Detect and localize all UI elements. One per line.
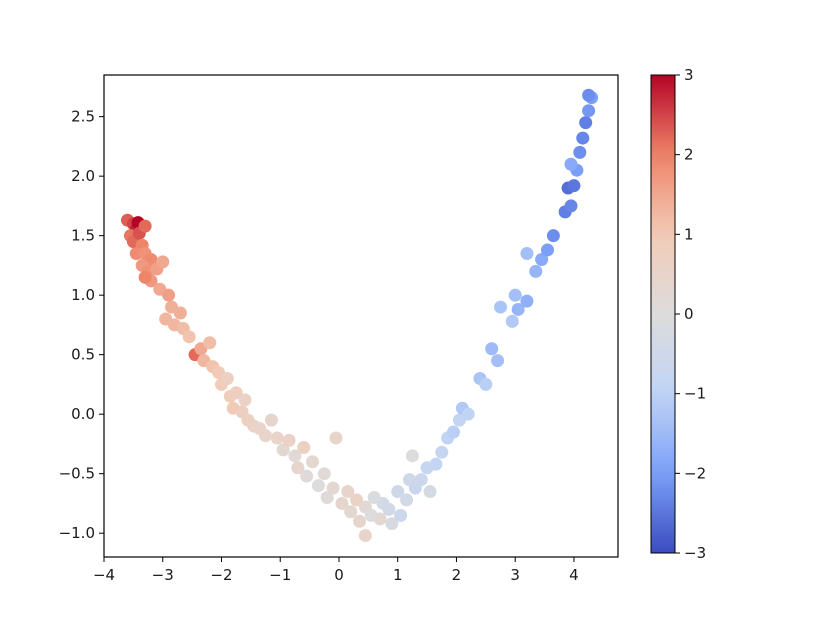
scatter-point xyxy=(505,314,519,328)
scatter-point xyxy=(317,467,331,481)
scatter-point xyxy=(576,131,590,145)
scatter-point xyxy=(291,461,305,475)
scatter-point xyxy=(391,485,405,499)
scatter-point xyxy=(461,407,475,421)
scatter-point xyxy=(435,445,449,459)
x-tick-label: 2 xyxy=(452,566,462,584)
y-tick-label: −0.5 xyxy=(59,465,95,483)
scatter-point xyxy=(382,502,396,516)
scatter-point xyxy=(229,386,243,400)
scatter-point xyxy=(162,288,176,302)
scatter-point xyxy=(320,490,334,504)
scatter-point xyxy=(520,294,534,308)
colorbar-tick-label: 1 xyxy=(684,225,694,243)
x-tick-label: −2 xyxy=(210,566,232,584)
scatter-point xyxy=(344,505,358,519)
x-tick-label: −3 xyxy=(152,566,174,584)
scatter-point xyxy=(306,455,320,469)
scatter-point xyxy=(541,243,555,257)
scatter-point xyxy=(326,481,340,495)
scatter-point xyxy=(405,449,419,463)
scatter-point xyxy=(138,219,152,233)
scatter-point xyxy=(414,473,428,487)
x-tick-label: 4 xyxy=(569,566,579,584)
x-tick-label: 0 xyxy=(334,566,344,584)
y-tick-label: 1.5 xyxy=(71,227,95,245)
scatter-point xyxy=(485,342,499,356)
scatter-point xyxy=(479,377,493,391)
scatter-point xyxy=(276,443,290,457)
scatter-point xyxy=(582,104,596,118)
colorbar-tick-label: −3 xyxy=(684,544,706,562)
scatter-point xyxy=(400,493,414,507)
x-tick-label: 3 xyxy=(510,566,520,584)
scatter-points xyxy=(120,88,599,543)
scatter-point xyxy=(288,449,302,463)
y-axis: −1.0 −0.5 0.0 0.5 1.0 1.5 2.0 2.5 xyxy=(59,108,104,542)
scatter-point xyxy=(582,88,596,102)
scatter-point xyxy=(564,157,578,171)
x-tick-label: 1 xyxy=(393,566,403,584)
scatter-point xyxy=(358,529,372,543)
scatter-point xyxy=(573,145,587,159)
scatter-point xyxy=(173,306,187,320)
scatter-point xyxy=(385,517,399,531)
colorbar-tick-label: 3 xyxy=(684,66,694,84)
y-tick-label: 0.0 xyxy=(71,405,95,423)
colorbar-tick-label: 2 xyxy=(684,146,694,164)
scatter-point xyxy=(329,431,343,445)
scatter-point xyxy=(511,302,525,316)
scatter-point xyxy=(579,116,593,130)
scatter-point xyxy=(520,247,534,261)
scatter-point xyxy=(535,252,549,266)
scatter-point xyxy=(564,199,578,213)
scatter-point xyxy=(423,485,437,499)
scatter-point xyxy=(353,514,367,528)
colorbar-tick-label: 0 xyxy=(684,305,694,323)
colorbar-tick-label: −2 xyxy=(684,464,706,482)
scatter-point xyxy=(529,264,543,278)
y-tick-label: 2.5 xyxy=(71,108,95,126)
scatter-point xyxy=(447,425,461,439)
colorbar-tick-label: −1 xyxy=(684,385,706,403)
scatter-point xyxy=(350,493,364,507)
scatter-point xyxy=(494,300,508,314)
scatter-point xyxy=(220,371,234,385)
scatter-point xyxy=(138,270,152,284)
scatter-point xyxy=(429,457,443,471)
x-tick-label: −1 xyxy=(269,566,291,584)
scatter-point xyxy=(335,496,349,510)
scatter-point xyxy=(259,429,273,443)
scatter-point xyxy=(182,330,196,344)
y-tick-label: 1.0 xyxy=(71,286,95,304)
x-tick-label: −4 xyxy=(93,566,115,584)
scatter-point xyxy=(508,288,522,302)
scatter-point xyxy=(300,469,314,483)
scatter-point xyxy=(264,413,278,427)
scatter-point xyxy=(156,255,170,269)
colorbar: −3 −2 −1 0 1 2 3 xyxy=(650,66,706,562)
scatter-point xyxy=(491,354,505,368)
y-tick-label: 2.0 xyxy=(71,167,95,185)
scatter-point xyxy=(238,393,252,407)
scatter-point xyxy=(311,479,325,493)
scatter-point xyxy=(546,229,560,243)
y-tick-label: 0.5 xyxy=(71,346,95,364)
scatter-point xyxy=(341,485,355,499)
plot-frame xyxy=(103,74,619,558)
scatter-point xyxy=(203,336,217,350)
colorbar-gradient xyxy=(650,74,676,554)
scatter-point xyxy=(270,431,284,445)
scatter-point xyxy=(373,512,387,526)
scatter-point xyxy=(394,508,408,522)
scatter-point xyxy=(282,433,296,447)
x-axis: −4 −3 −2 −1 0 1 2 3 4 xyxy=(93,557,579,584)
scatter-point xyxy=(297,441,311,455)
y-tick-label: −1.0 xyxy=(59,524,95,542)
scatter-point xyxy=(567,179,581,193)
